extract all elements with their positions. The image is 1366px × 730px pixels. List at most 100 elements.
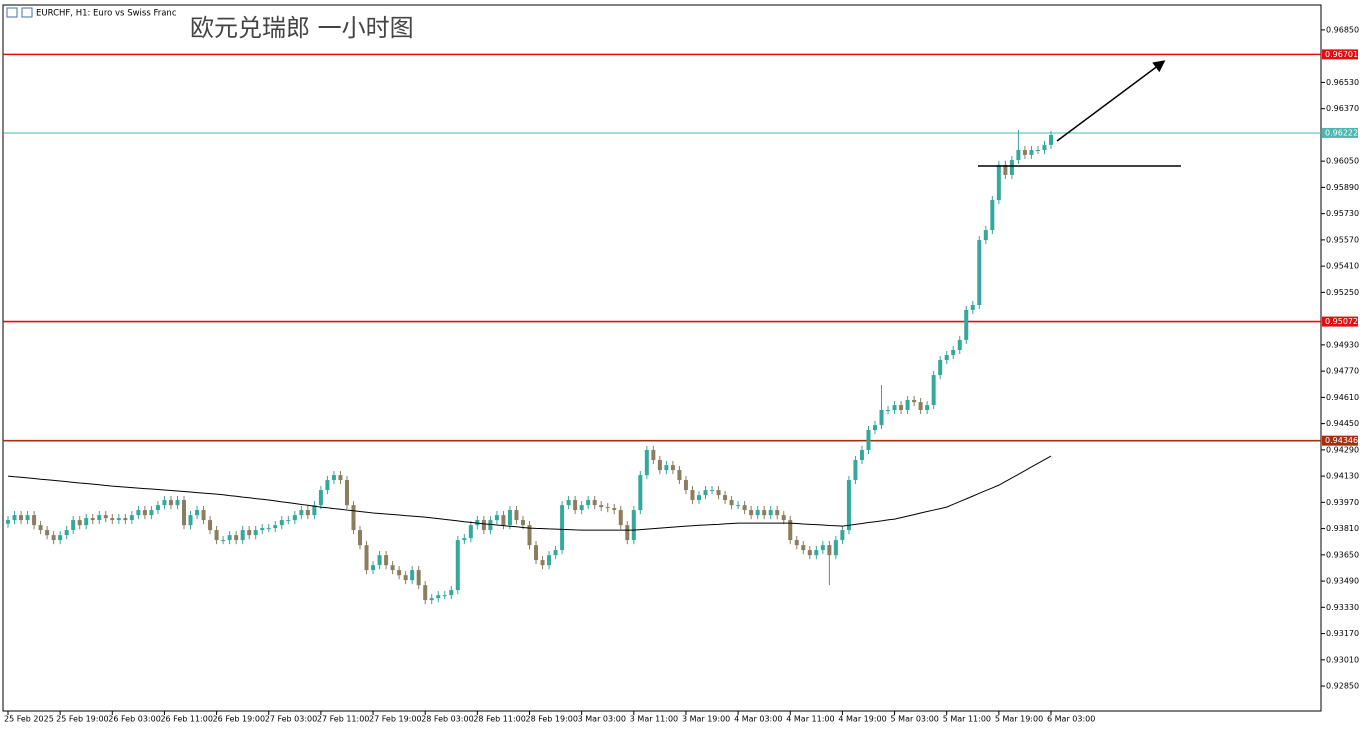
candle-body: [77, 520, 82, 526]
candle-body: [977, 240, 982, 306]
candle-body: [631, 510, 636, 541]
price-tag-label: 0.95072: [1325, 317, 1358, 326]
candle-body: [1009, 160, 1014, 175]
y-tick-label: 0.96530: [1326, 78, 1359, 87]
candle-body: [820, 545, 825, 551]
icon: [21, 7, 33, 18]
candle-body: [279, 520, 284, 526]
candle-body: [1042, 144, 1047, 151]
candle-body: [168, 500, 173, 506]
price-tag-label: 0.96222: [1325, 128, 1358, 137]
candle-body: [103, 515, 108, 519]
candle-body: [247, 530, 252, 536]
x-tick-label: 28 Feb 03:00: [421, 715, 473, 724]
candle-body: [507, 510, 512, 526]
candle-body: [182, 500, 187, 526]
candle-body: [540, 560, 545, 566]
candle-body: [925, 405, 930, 410]
candle-body: [64, 530, 69, 536]
candle-body: [931, 375, 936, 406]
candle-body: [436, 595, 441, 599]
candle-body: [221, 540, 226, 542]
candle-body: [51, 535, 56, 541]
candle-body: [683, 480, 688, 491]
candle-body: [338, 475, 343, 481]
candle-body: [305, 510, 310, 516]
candle-body: [429, 598, 434, 601]
candle-body: [807, 550, 812, 556]
y-tick-label: 0.93170: [1326, 629, 1359, 638]
candle-body: [951, 349, 956, 356]
candle-body: [670, 465, 675, 471]
candle-body: [1049, 134, 1053, 145]
candle-body: [742, 505, 747, 511]
price-tag: [1322, 316, 1358, 327]
candle-body: [58, 535, 63, 541]
candle-body: [579, 505, 584, 511]
candle-body: [755, 510, 760, 516]
candle-body: [586, 500, 591, 506]
candle-body: [983, 230, 988, 241]
candle-body: [116, 518, 121, 521]
candle-body: [136, 510, 141, 516]
candle-body: [423, 585, 428, 601]
price-tag-label: 0.94346: [1325, 436, 1358, 445]
candle-body: [690, 490, 695, 501]
candle-body: [638, 475, 643, 511]
candle-body: [6, 520, 10, 524]
y-tick-label: 0.96850: [1326, 25, 1359, 34]
y-tick-label: 0.93650: [1326, 550, 1359, 559]
candle-body: [710, 490, 715, 492]
candle-body: [318, 490, 323, 506]
candle-body: [299, 510, 304, 516]
symbol-icons: [6, 7, 33, 18]
candle-body: [253, 530, 258, 536]
x-tick-label: 6 Mar 03:00: [1047, 715, 1095, 724]
candle-body: [886, 409, 891, 411]
candle-body: [520, 520, 525, 526]
candle-body: [644, 450, 649, 476]
y-tick-label: 0.94770: [1326, 367, 1359, 376]
x-tick-label: 4 Mar 19:00: [838, 715, 886, 724]
candle-body: [273, 525, 278, 529]
y-tick-label: 0.95570: [1326, 235, 1359, 244]
candle-body: [38, 525, 43, 531]
candle-body: [905, 399, 910, 410]
candle-body: [657, 460, 662, 471]
candle-body: [416, 570, 421, 586]
x-tick-label: 25 Feb 2025: [4, 715, 54, 724]
candle-body: [377, 555, 382, 566]
candle-body: [879, 409, 884, 426]
x-tick-label: 5 Mar 03:00: [891, 715, 939, 724]
candle-body: [442, 595, 447, 597]
candle-body: [312, 505, 317, 516]
y-tick-label: 0.94930: [1326, 340, 1359, 349]
price-tag: [1322, 127, 1358, 138]
candle-body: [494, 515, 499, 521]
candle-body: [364, 545, 369, 571]
candle-body: [514, 510, 519, 521]
candle-body: [358, 530, 363, 546]
price-tag: [1322, 49, 1358, 60]
candle-body: [703, 490, 708, 496]
candle-body: [19, 515, 24, 521]
candle-body: [501, 515, 506, 526]
candle-body: [84, 518, 89, 526]
candle-body: [729, 500, 734, 506]
candle-body: [1029, 150, 1034, 155]
candle-body: [618, 510, 623, 526]
candle-body: [97, 515, 102, 521]
x-tick-label: 25 Feb 19:00: [56, 715, 108, 724]
x-tick-label: 28 Feb 11:00: [473, 715, 525, 724]
candle-body: [397, 570, 402, 576]
candle-body: [201, 510, 206, 521]
candle-body: [208, 520, 213, 531]
y-tick-label: 0.94610: [1326, 393, 1359, 402]
candle-body: [840, 530, 845, 541]
candle-body: [234, 535, 239, 541]
y-tick-label: 0.93970: [1326, 498, 1359, 507]
arrow: [1056, 60, 1166, 142]
candle-body: [612, 508, 617, 511]
candle-body: [912, 399, 917, 403]
candle-body: [527, 525, 532, 546]
